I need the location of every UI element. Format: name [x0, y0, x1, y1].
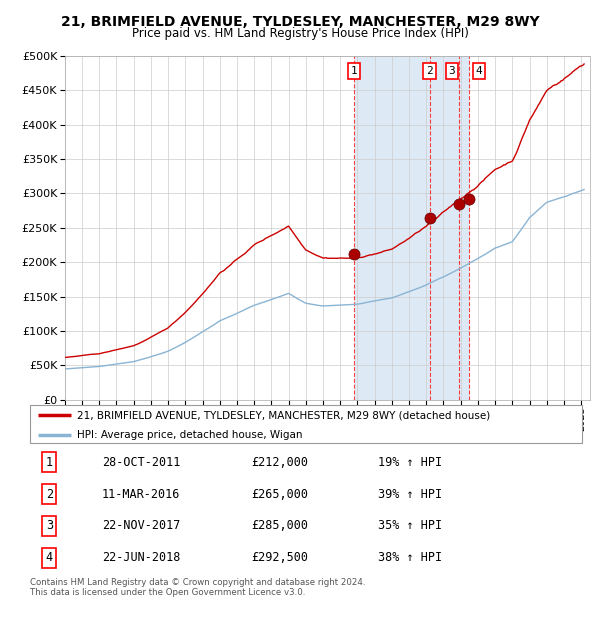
- Text: 21, BRIMFIELD AVENUE, TYLDESLEY, MANCHESTER, M29 8WY (detached house): 21, BRIMFIELD AVENUE, TYLDESLEY, MANCHES…: [77, 410, 490, 420]
- Text: £292,500: £292,500: [251, 551, 308, 564]
- FancyBboxPatch shape: [30, 405, 582, 443]
- Text: 28-OCT-2011: 28-OCT-2011: [102, 456, 180, 469]
- Text: 4: 4: [46, 551, 53, 564]
- Text: 3: 3: [46, 520, 53, 533]
- Text: 2: 2: [46, 487, 53, 500]
- Text: 3: 3: [449, 66, 455, 76]
- Text: 22-NOV-2017: 22-NOV-2017: [102, 520, 180, 533]
- Text: £265,000: £265,000: [251, 487, 308, 500]
- Text: 22-JUN-2018: 22-JUN-2018: [102, 551, 180, 564]
- Text: 19% ↑ HPI: 19% ↑ HPI: [378, 456, 442, 469]
- Text: Contains HM Land Registry data © Crown copyright and database right 2024.
This d: Contains HM Land Registry data © Crown c…: [30, 578, 365, 597]
- Text: 11-MAR-2016: 11-MAR-2016: [102, 487, 180, 500]
- Text: 4: 4: [476, 66, 482, 76]
- Text: 38% ↑ HPI: 38% ↑ HPI: [378, 551, 442, 564]
- Text: 1: 1: [46, 456, 53, 469]
- Text: £285,000: £285,000: [251, 520, 308, 533]
- Text: Price paid vs. HM Land Registry's House Price Index (HPI): Price paid vs. HM Land Registry's House …: [131, 27, 469, 40]
- Text: 1: 1: [351, 66, 358, 76]
- Text: 35% ↑ HPI: 35% ↑ HPI: [378, 520, 442, 533]
- Text: 21, BRIMFIELD AVENUE, TYLDESLEY, MANCHESTER, M29 8WY: 21, BRIMFIELD AVENUE, TYLDESLEY, MANCHES…: [61, 16, 539, 30]
- Text: £212,000: £212,000: [251, 456, 308, 469]
- Text: 2: 2: [426, 66, 433, 76]
- Text: HPI: Average price, detached house, Wigan: HPI: Average price, detached house, Wiga…: [77, 430, 302, 440]
- Text: 39% ↑ HPI: 39% ↑ HPI: [378, 487, 442, 500]
